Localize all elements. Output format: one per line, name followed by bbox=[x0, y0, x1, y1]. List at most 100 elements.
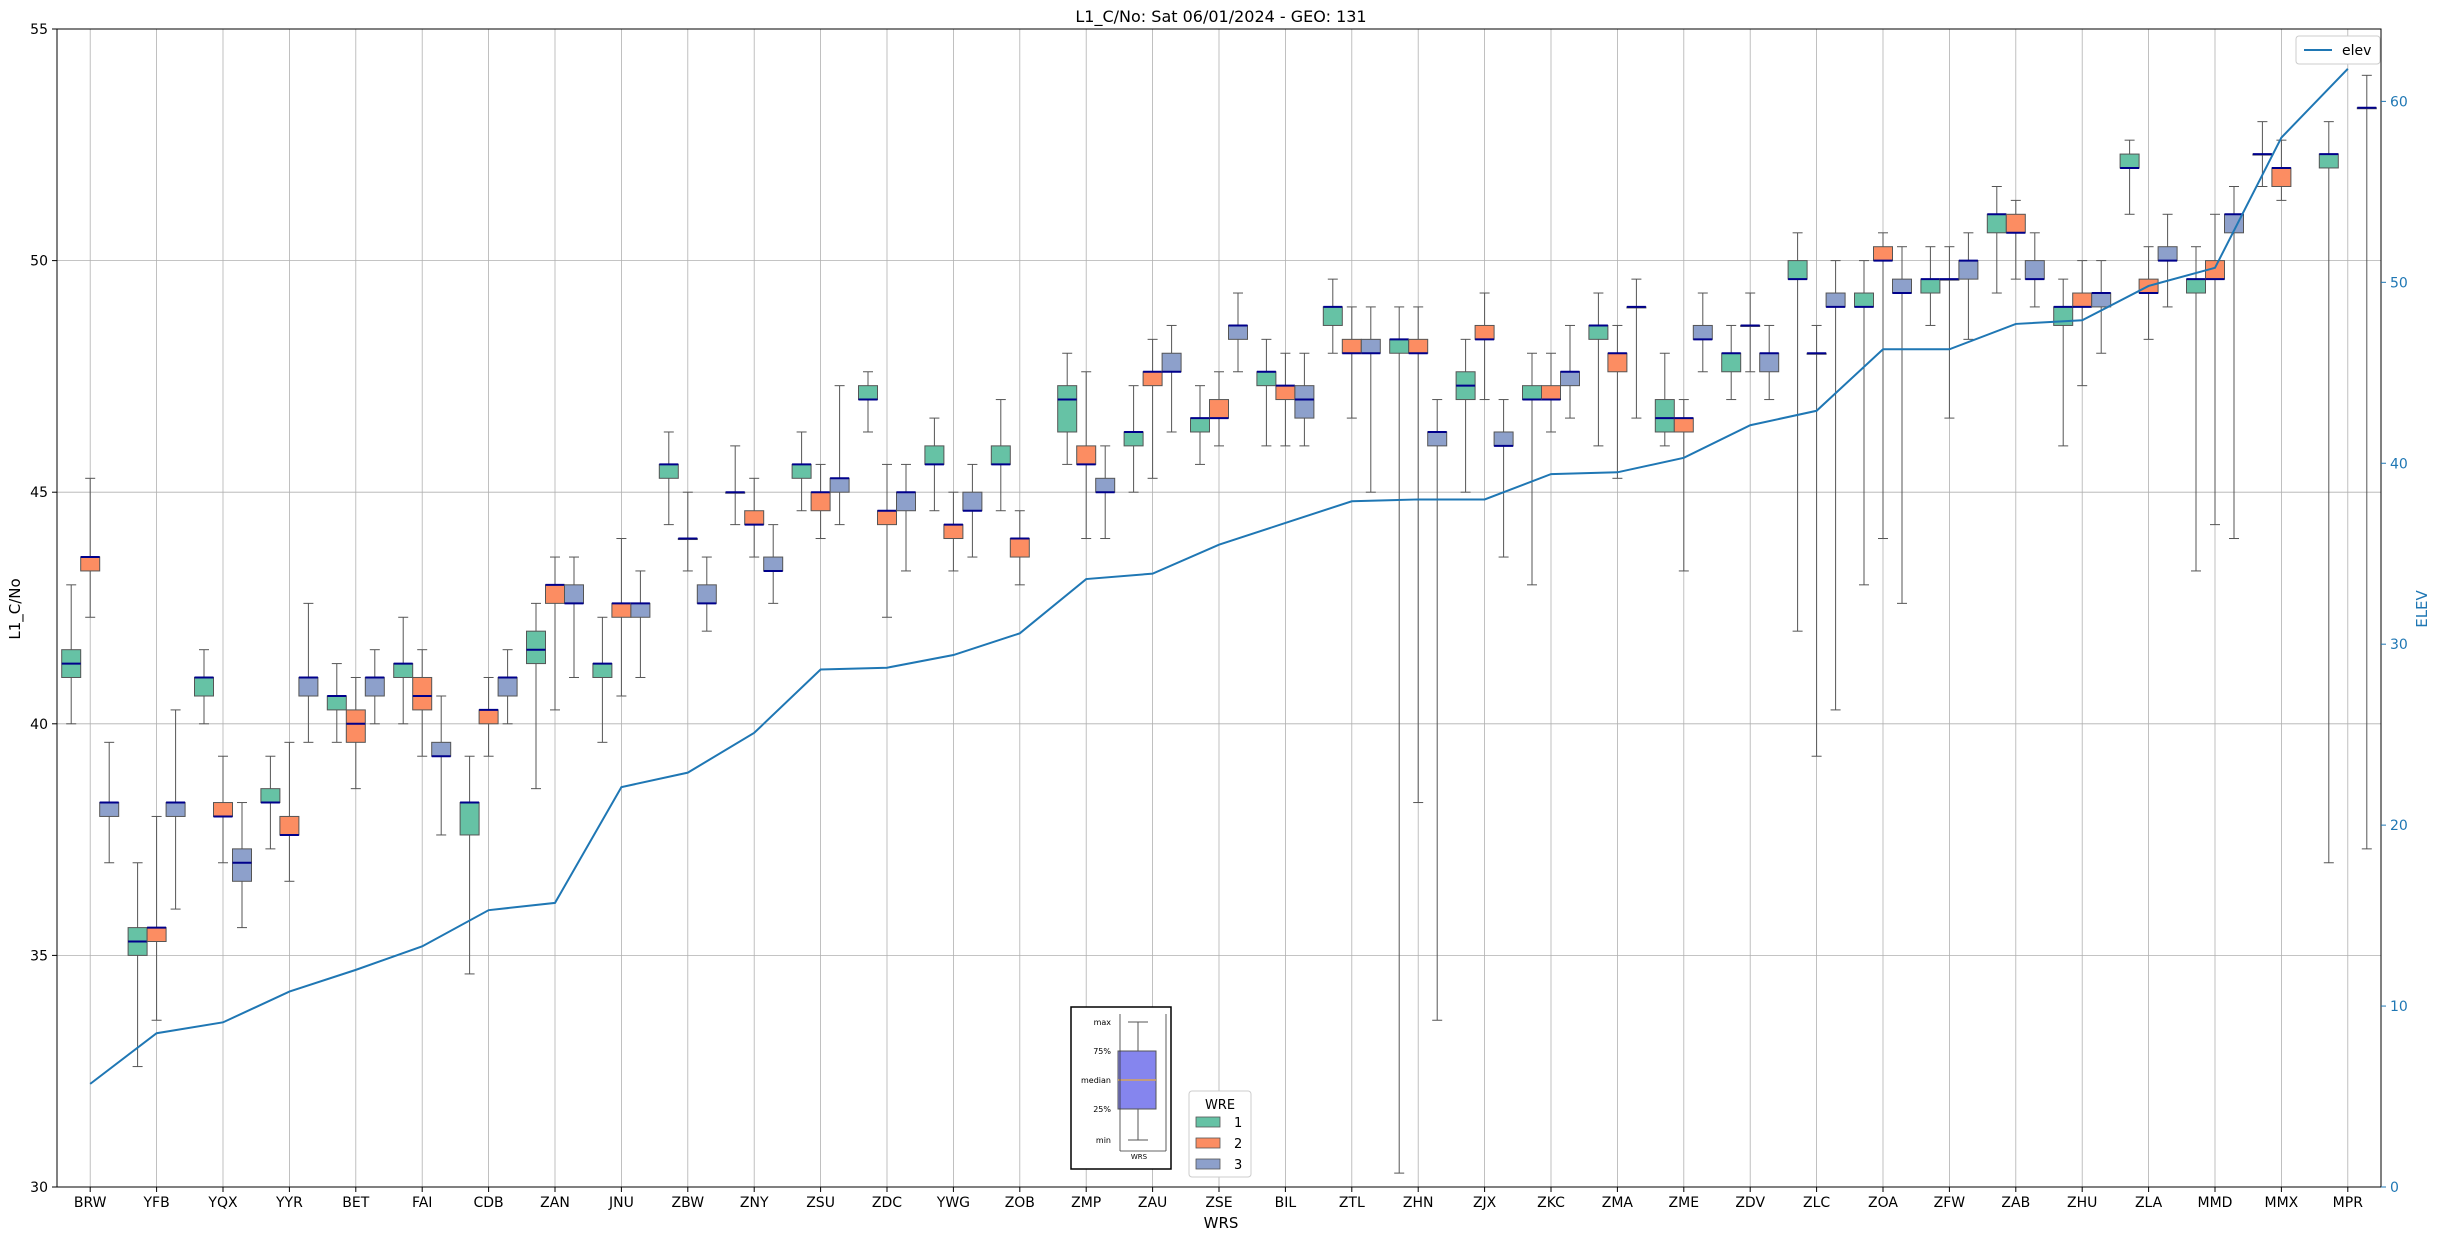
box-bil-wre3 bbox=[1294, 352, 1315, 447]
box-brw-wre1 bbox=[61, 584, 82, 725]
box-body bbox=[962, 491, 983, 512]
box-body bbox=[2157, 246, 2178, 262]
box-zme-wre3 bbox=[1692, 292, 1713, 373]
box-zfw-wre3 bbox=[1958, 232, 1979, 340]
box-body bbox=[1721, 352, 1742, 373]
box-zse-wre2 bbox=[1209, 371, 1229, 447]
box-zse-wre1 bbox=[1190, 385, 1210, 465]
x-tick-label: YWG bbox=[936, 1195, 970, 1211]
box-yqx-wre2 bbox=[213, 755, 233, 864]
box-body bbox=[1256, 371, 1277, 387]
x-tick-label: JNU bbox=[608, 1195, 634, 1211]
box-body bbox=[80, 556, 101, 572]
box-zny-wre3 bbox=[763, 524, 784, 604]
box-ywg-wre2 bbox=[943, 491, 964, 572]
box-body bbox=[1522, 385, 1542, 401]
box-zob-wre2 bbox=[1009, 510, 1030, 586]
box-mmd-wre2 bbox=[2205, 213, 2225, 526]
box-cdb-wre3 bbox=[497, 649, 518, 725]
box-zla-wre1 bbox=[2119, 139, 2140, 215]
key-label-q3: 75% bbox=[1093, 1047, 1111, 1056]
box-bil-wre1 bbox=[1256, 338, 1277, 447]
box-yfb-wre1 bbox=[127, 862, 148, 1068]
box-zbw-wre3 bbox=[696, 556, 717, 632]
box-body bbox=[1493, 431, 1514, 447]
box-fai-wre2 bbox=[412, 649, 433, 757]
wre-legend-label-1: 1 bbox=[1234, 1116, 1242, 1131]
box-zoa-wre3 bbox=[1892, 246, 1912, 604]
y2-tick-label: 40 bbox=[2390, 456, 2408, 472]
x-tick-label: YQX bbox=[207, 1195, 238, 1211]
box-fai-wre3 bbox=[431, 695, 452, 836]
box-body bbox=[412, 676, 433, 711]
box-zny-wre2 bbox=[744, 477, 765, 558]
wre-legend-swatch-1 bbox=[1195, 1116, 1221, 1128]
x-tick-label: ZMP bbox=[1071, 1195, 1101, 1211]
box-body bbox=[1873, 246, 1893, 262]
box-zmp-wre1 bbox=[1057, 352, 1078, 465]
box-body bbox=[2318, 153, 2339, 169]
box-zhn-wre1 bbox=[1389, 306, 1410, 1174]
wre-legend: WRE 1 2 3 bbox=[1188, 1090, 1252, 1178]
box-zme-wre2 bbox=[1673, 399, 1694, 572]
box-yfb-wre3 bbox=[165, 709, 186, 910]
tick-layer: BRW YFB YQX YYR BET FAI CDB ZAN JNU ZBW ZNY ZSU ZDC Y… bbox=[30, 22, 2408, 1211]
box-body bbox=[791, 463, 812, 479]
key-label-max: max bbox=[1094, 1018, 1112, 1027]
box-zhu-wre3 bbox=[2091, 260, 2112, 354]
x-tick-label: MMX bbox=[2265, 1195, 2299, 1211]
box-zsu-wre1 bbox=[791, 431, 812, 512]
x-tick-label: ZTL bbox=[1339, 1195, 1365, 1211]
box-body bbox=[1228, 324, 1248, 340]
box-plot-key: max 75% median 25% min WRS bbox=[1070, 1006, 1172, 1170]
box-zme-wre1 bbox=[1654, 352, 1675, 447]
box-zlc-wre3 bbox=[1825, 260, 1846, 711]
box-ywg-wre1 bbox=[924, 417, 945, 512]
x-tick-label: ZOA bbox=[1868, 1195, 1898, 1211]
box-body bbox=[1095, 477, 1116, 493]
box-brw-wre3 bbox=[99, 741, 120, 864]
box-body bbox=[497, 676, 518, 697]
box-body bbox=[1427, 431, 1448, 447]
box-jnu-wre2 bbox=[611, 538, 632, 697]
x-tick-label: ZSE bbox=[1205, 1195, 1232, 1211]
box-brw-wre2 bbox=[80, 477, 101, 618]
x-tick-label: ZJX bbox=[1473, 1195, 1497, 1211]
box-body bbox=[345, 709, 366, 743]
chart-title: L1_C/No: Sat 06/01/2024 - GEO: 131 bbox=[1075, 7, 1366, 27]
box-body bbox=[1341, 338, 1362, 354]
box-zhu-wre1 bbox=[2053, 278, 2074, 447]
box-body bbox=[1920, 278, 1941, 294]
box-zdc-wre2 bbox=[877, 463, 897, 618]
box-mmx-wre2 bbox=[2271, 139, 2292, 201]
box-body bbox=[260, 788, 281, 804]
box-zmp-wre2 bbox=[1076, 371, 1097, 540]
box-body bbox=[165, 802, 186, 817]
box-body bbox=[1541, 385, 1561, 401]
box-body bbox=[924, 445, 945, 465]
y-tick-label: 50 bbox=[30, 254, 48, 270]
box-fai-wre1 bbox=[393, 616, 414, 725]
box-zan-wre1 bbox=[526, 602, 546, 790]
box-body bbox=[858, 385, 878, 401]
key-label-median: median bbox=[1081, 1076, 1111, 1085]
y-tick-label: 30 bbox=[30, 1180, 48, 1196]
box-body bbox=[1142, 371, 1163, 387]
box-body bbox=[1389, 338, 1410, 354]
box-zkc-wre3 bbox=[1560, 324, 1580, 419]
box-body bbox=[1009, 538, 1030, 558]
box-zau-wre3 bbox=[1161, 324, 1182, 433]
x-tick-label: ZDC bbox=[872, 1195, 902, 1211]
box-zdv-wre1 bbox=[1721, 324, 1742, 401]
box-body bbox=[1408, 338, 1429, 354]
box-zhn-wre2 bbox=[1408, 306, 1429, 804]
box-body bbox=[829, 477, 850, 493]
box-bet-wre2 bbox=[345, 676, 366, 790]
box-body bbox=[1057, 385, 1078, 433]
box-zdv-wre2 bbox=[1740, 292, 1761, 373]
box-body bbox=[1854, 292, 1874, 308]
x-tick-label: ZHU bbox=[2067, 1195, 2097, 1211]
y-axis-label: L1_C/No bbox=[6, 578, 25, 639]
x-tick-label: CDB bbox=[474, 1195, 504, 1211]
box-mmd-wre3 bbox=[2224, 185, 2244, 540]
